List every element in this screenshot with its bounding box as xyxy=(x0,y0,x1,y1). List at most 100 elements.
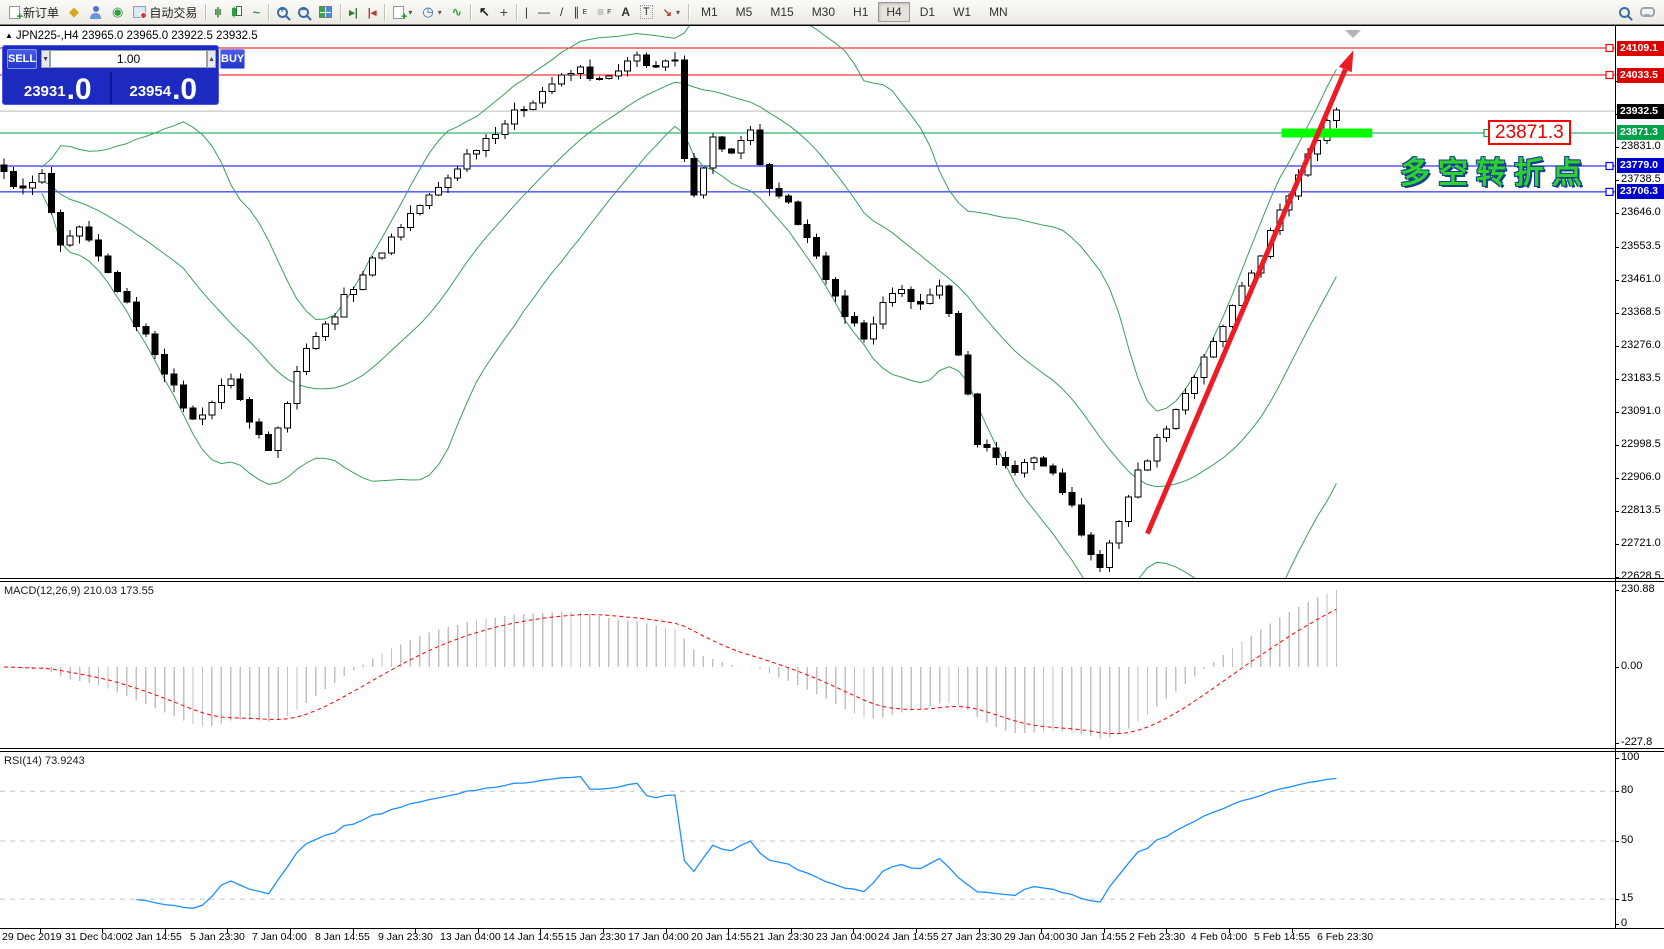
panel-separator[interactable] xyxy=(0,751,1664,752)
time-tick-mark xyxy=(1104,929,1105,933)
timeframe-m15[interactable]: M15 xyxy=(770,5,794,19)
search-icon xyxy=(1619,6,1630,18)
collapse-triangle-icon[interactable]: ▲ xyxy=(5,31,13,40)
fibonacci-tool-button[interactable]: ≡ F xyxy=(597,5,612,19)
rsi-axis-label: 100 xyxy=(1621,751,1640,763)
timeframe-group: M1 M5 M15 M30 H1 H4 D1 W1 MN xyxy=(692,2,1017,22)
price-tick-mark xyxy=(1615,445,1619,446)
time-axis-label: 27 Jan 23:30 xyxy=(941,931,1002,943)
hline-tool-button[interactable]: — xyxy=(533,2,555,23)
price-tick-mark xyxy=(1615,379,1619,380)
volume-increase-button[interactable]: ▲ xyxy=(207,50,216,68)
bar-chart-button[interactable]: ı|ı xyxy=(209,2,225,23)
label-tool-button[interactable]: T xyxy=(635,2,658,23)
periods-button[interactable]: ◷ ▾ xyxy=(417,2,446,23)
macd-signal-line xyxy=(3,608,1337,735)
zoom-in-button[interactable]: + xyxy=(272,2,293,23)
buy-price-int: 23954 xyxy=(129,83,172,100)
panel-separator[interactable] xyxy=(0,581,1664,582)
navigator-button[interactable]: ◉ xyxy=(107,2,128,23)
rsi-axis-label: 50 xyxy=(1621,834,1634,846)
time-tick-mark xyxy=(728,929,729,933)
timeframe-m30[interactable]: M30 xyxy=(811,5,836,19)
arrows-tool-button[interactable]: ↘ ▾ xyxy=(658,2,685,23)
price-axis-label: 22628.5 xyxy=(1621,570,1661,582)
clock-icon: ◷ xyxy=(422,4,434,19)
price-tick-mark xyxy=(1615,544,1619,545)
main-toolbar: 新订单 ◆ ◉ 自动交易 ı|ı ~ + − ▸| |◂ ▾ ◷▾ ∿ ↖ + … xyxy=(0,0,1664,25)
turning-point-annotation[interactable]: 多空转折点 xyxy=(1400,157,1590,190)
indicators-button[interactable]: ∿ xyxy=(447,2,467,23)
candlestick-button[interactable] xyxy=(226,2,248,23)
tile-windows-button[interactable] xyxy=(314,2,337,23)
timeframe-h4[interactable]: H4 xyxy=(878,2,910,22)
price-tick-mark xyxy=(1615,180,1619,181)
new-chart-button[interactable]: ▾ xyxy=(388,2,417,23)
chat-icon xyxy=(1640,7,1655,17)
timeframe-d1[interactable]: D1 xyxy=(919,5,936,19)
buy-price[interactable]: 23954 .0 xyxy=(113,72,215,105)
market-watch-button[interactable] xyxy=(84,2,107,23)
sell-button[interactable]: SELL xyxy=(7,49,38,69)
trendline-tool-button[interactable]: / xyxy=(555,2,568,23)
price-axis-label: 22998.5 xyxy=(1621,438,1661,450)
fibonacci-icon: ≡ xyxy=(597,5,605,19)
text-tool-button[interactable]: A xyxy=(616,2,635,23)
arrows-icon: ↘ xyxy=(662,6,672,19)
profiles-button[interactable]: ◆ xyxy=(64,2,84,23)
chat-button[interactable] xyxy=(1635,2,1660,23)
timeframe-mn[interactable]: MN xyxy=(989,5,1008,19)
cursor-tool-button[interactable]: ↖ xyxy=(474,2,495,23)
zoom-out-button[interactable]: − xyxy=(293,2,314,23)
buy-button[interactable]: BUY xyxy=(220,49,246,69)
line-chart-icon: ~ xyxy=(252,4,261,20)
search-button[interactable] xyxy=(1614,2,1635,23)
channel-tool-button[interactable]: ∥ E xyxy=(573,5,588,19)
line-chart-button[interactable]: ~ xyxy=(248,2,266,23)
auto-scroll-button[interactable]: |◂ xyxy=(363,2,382,23)
price-axis-label: 23091.0 xyxy=(1621,405,1661,417)
bar-chart-icon: ı|ı xyxy=(214,6,221,18)
volume-decrease-button[interactable]: ▼ xyxy=(41,50,51,68)
auto-trading-button[interactable]: 自动交易 xyxy=(128,2,202,23)
channel-icon: ∥ xyxy=(573,5,580,19)
cursor-icon: ↖ xyxy=(478,4,490,19)
vline-tool-button[interactable]: | xyxy=(520,2,533,23)
time-axis-label: 17 Jan 04:00 xyxy=(628,931,689,943)
price-badge: 24033.5 xyxy=(1617,68,1664,83)
symbol-ohlc-text: JPN225-,H4 23965.0 23965.0 23922.5 23932… xyxy=(15,30,258,42)
price-axis-label: 23183.5 xyxy=(1621,372,1661,384)
price-level-flag[interactable]: 23871.3 xyxy=(1488,119,1571,145)
tile-windows-icon xyxy=(319,6,333,18)
timeframe-m1[interactable]: M1 xyxy=(701,5,718,19)
time-tick-mark xyxy=(979,929,980,933)
timeframe-m5[interactable]: M5 xyxy=(735,5,753,19)
price-axis-label: 23831.0 xyxy=(1621,140,1661,152)
object-handle xyxy=(1605,161,1614,171)
new-order-button[interactable]: 新订单 xyxy=(4,2,64,23)
time-tick-mark xyxy=(791,929,792,933)
chevron-down-icon: ▾ xyxy=(675,7,680,17)
sell-price-int: 23931 xyxy=(23,83,66,100)
zoom-in-icon: + xyxy=(277,5,289,18)
main-chart-canvas[interactable] xyxy=(0,26,1615,578)
rsi-panel-canvas[interactable] xyxy=(0,752,1615,928)
market-watch-icon xyxy=(89,5,102,19)
time-axis-label: 20 Jan 14:55 xyxy=(691,931,752,943)
auto-trading-icon xyxy=(133,6,148,19)
price-axis-label: 23276.0 xyxy=(1621,339,1661,351)
object-handle xyxy=(1605,70,1614,80)
macd-tick-mark xyxy=(1615,667,1619,668)
panel-separator[interactable] xyxy=(0,748,1664,749)
time-axis-label: 29 Dec 2019 xyxy=(2,931,62,943)
crosshair-tool-button[interactable]: + xyxy=(495,2,513,23)
volume-input[interactable] xyxy=(50,50,208,68)
bollinger-bands xyxy=(41,26,1337,578)
timeframe-h1[interactable]: H1 xyxy=(853,5,869,19)
sell-price[interactable]: 23931 .0 xyxy=(7,72,109,105)
macd-panel-canvas[interactable] xyxy=(0,582,1615,748)
panel-separator[interactable] xyxy=(0,578,1664,579)
timeframe-w1[interactable]: W1 xyxy=(953,5,972,19)
chart-shift-button[interactable]: ▸| xyxy=(344,2,363,23)
